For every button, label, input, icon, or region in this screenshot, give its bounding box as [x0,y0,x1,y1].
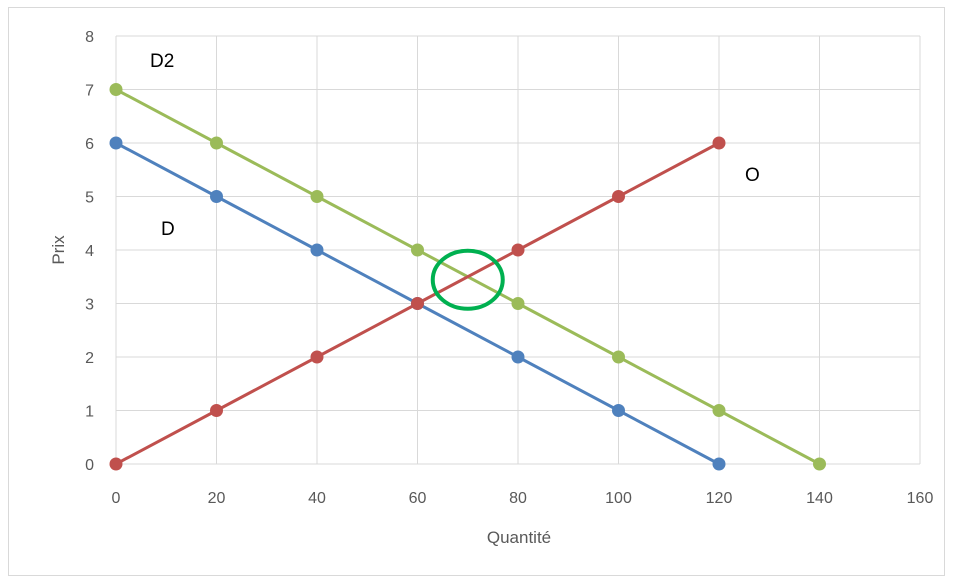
x-tick-label: 160 [907,490,934,507]
y-tick-label: 6 [85,136,94,153]
x-tick-label: 40 [308,490,326,507]
data-point-d2 [310,190,324,203]
series-label-d: D [161,219,175,240]
data-point-d2 [712,404,726,417]
y-tick-label: 3 [85,297,94,314]
data-point-o [210,404,223,417]
data-point-d2 [612,350,625,364]
data-point-o [612,190,625,203]
series-group [109,83,826,471]
data-point-o [712,136,726,150]
x-tick-labels: 0 20 40 60 80 100 120 140 160 [112,490,934,507]
y-tick-label: 5 [85,190,94,207]
y-tick-label: 1 [85,404,94,421]
data-point-o [411,297,424,310]
data-point-d [210,190,223,203]
equilibrium-circle [430,248,505,311]
x-tick-label: 120 [706,490,733,507]
series-label-o: O [745,165,760,186]
data-point-d [310,243,324,257]
x-axis-title: Quantité [487,528,551,547]
y-tick-label: 7 [85,83,94,100]
x-tick-label: 80 [509,490,527,507]
x-tick-label: 140 [806,490,833,507]
y-tick-label: 4 [85,243,94,260]
data-point-d [511,350,525,364]
series-labels: D D2 O [142,41,776,245]
data-point-d [612,404,625,417]
data-point-d2 [210,136,223,150]
data-point-d2 [511,297,525,310]
data-point-d [712,457,726,471]
x-tick-label: 20 [208,490,226,507]
data-point-d2 [813,457,826,471]
x-tick-label: 60 [409,490,427,507]
y-tick-labels: 0 1 2 3 4 5 6 7 8 [85,29,94,474]
series-label-box [737,155,776,191]
data-point-d2 [109,83,123,96]
y-tick-label: 2 [85,350,94,367]
data-point-o [511,243,525,257]
annotations [430,248,505,311]
data-point-d2 [411,243,424,257]
series-label-box [142,41,194,77]
x-tick-label: 100 [605,490,632,507]
x-tick-label: 0 [112,490,121,507]
series-label-d2: D2 [150,51,174,72]
gridlines [115,35,921,465]
chart-frame [8,7,945,576]
data-point-o [109,457,123,471]
y-axis-title: Prix [49,235,68,265]
y-tick-label: 8 [85,29,94,46]
data-point-d [109,136,123,150]
y-tick-label: 0 [85,457,94,474]
series-label-box [153,209,192,245]
data-point-o [310,350,324,364]
